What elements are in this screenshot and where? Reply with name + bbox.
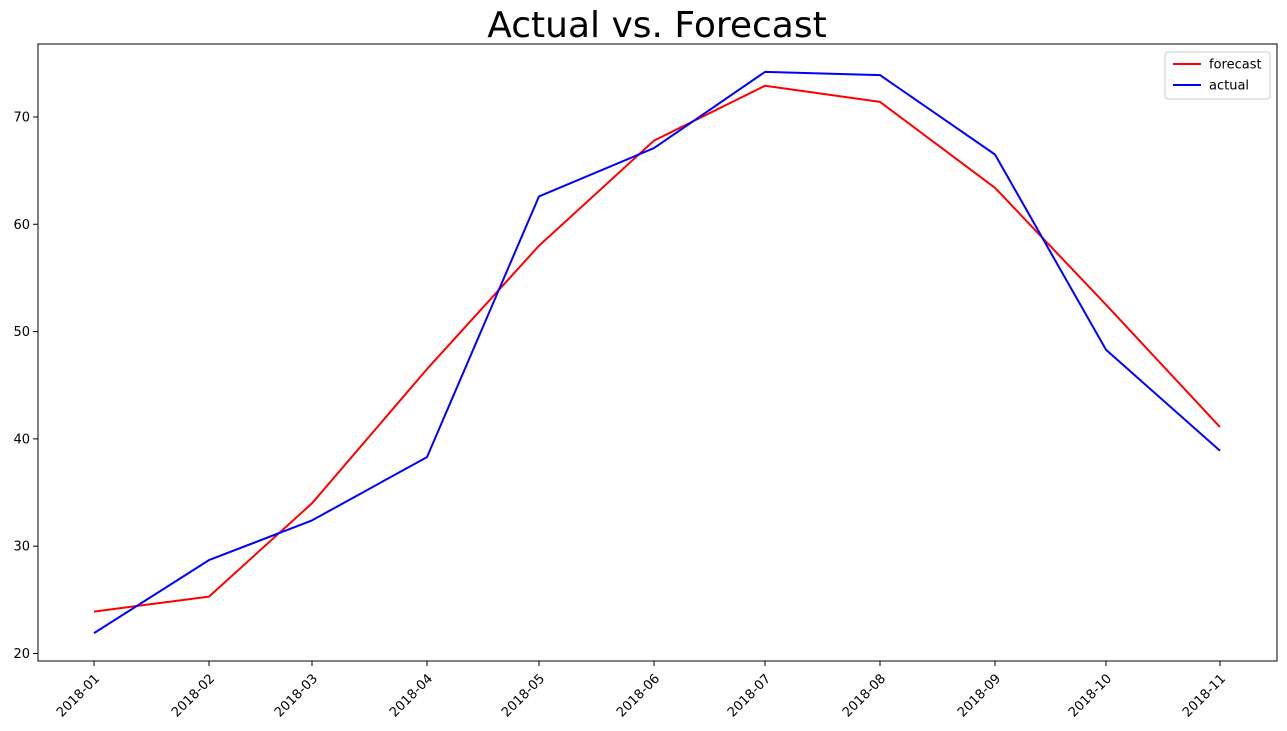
x-tick-label: 2018-05: [499, 671, 548, 720]
x-tick-label: 2018-08: [840, 671, 889, 720]
x-tick-label: 2018-01: [54, 671, 103, 720]
x-tick-label: 2018-10: [1066, 671, 1115, 720]
x-tick-label: 2018-06: [614, 671, 663, 720]
chart-title: Actual vs. Forecast: [487, 5, 827, 46]
y-tick-label: 20: [13, 647, 30, 662]
x-tick-label: 2018-11: [1180, 671, 1229, 720]
plot-frame: [37, 43, 1278, 662]
x-tick-label: 2018-04: [387, 671, 436, 720]
legend: forecast actual: [1164, 51, 1271, 100]
y-tick-label: 30: [13, 540, 30, 555]
series-layer: [93, 70, 1221, 634]
series-line-forecast: [93, 84, 1221, 613]
y-tick-label: 70: [13, 110, 30, 125]
x-tick-label: 2018-03: [272, 671, 321, 720]
y-tick-label: 40: [13, 432, 30, 447]
x-tick-label: 2018-07: [725, 671, 774, 720]
axes-layer: 20 30 40 50 60 70 2018-01 2018-02 2018-03 2018-04…: [13, 43, 1278, 720]
x-tick-label: 2018-02: [169, 671, 218, 720]
series-line-actual: [93, 70, 1221, 634]
legend-label-forecast: forecast: [1209, 58, 1262, 73]
y-tick-label: 50: [13, 325, 30, 340]
legend-label-actual: actual: [1209, 79, 1249, 94]
x-tick-label: 2018-09: [955, 671, 1004, 720]
y-tick-label: 60: [13, 218, 30, 233]
